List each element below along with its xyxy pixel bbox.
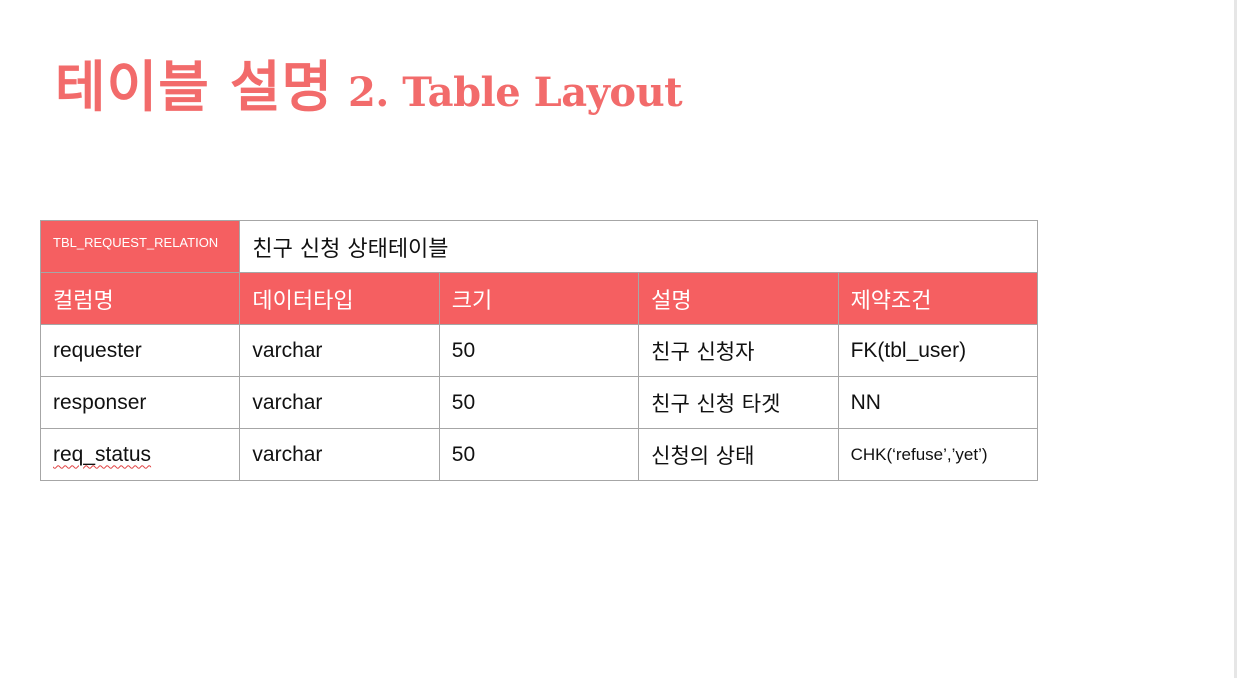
header-column-name: 컬럼명 — [39, 272, 241, 325]
title-english: 2. Table Layout — [348, 69, 683, 116]
table-row: req_status varchar 50 신청의 상태 CHK(‘refuse… — [39, 428, 1039, 481]
header-data-type: 데이터타입 — [239, 272, 440, 325]
cell-data-type: varchar — [239, 428, 440, 481]
cell-size: 50 — [438, 376, 640, 429]
cell-description: 신청의 상태 — [638, 428, 839, 481]
cell-size: 50 — [438, 324, 640, 377]
table-description-cell: 친구 신청 상태테이블 — [239, 220, 1038, 273]
slide-title: 테이블 설명 2. Table Layout — [55, 60, 683, 116]
cell-size: 50 — [438, 428, 640, 481]
table-title-row: TBL_REQUEST_RELATION 친구 신청 상태테이블 — [39, 220, 1038, 273]
cell-data-type: varchar — [239, 376, 440, 429]
slide-edge — [1234, 0, 1237, 678]
cell-constraint: FK(tbl_user) — [837, 324, 1039, 377]
title-korean: 테이블 설명 — [55, 55, 334, 119]
cell-data-type: varchar — [239, 324, 440, 377]
header-row: 컬럼명 데이터타입 크기 설명 제약조건 — [39, 272, 1039, 325]
header-constraint: 제약조건 — [837, 272, 1039, 325]
cell-column-name: req_status — [39, 428, 241, 481]
spellcheck-underlined-text: req_status — [53, 442, 152, 466]
header-description: 설명 — [638, 272, 839, 325]
cell-column-name: requester — [39, 324, 241, 377]
cell-constraint: NN — [837, 376, 1039, 429]
table-row: responser varchar 50 친구 신청 타겟 NN — [39, 376, 1039, 429]
header-size: 크기 — [438, 272, 640, 325]
table-name-cell: TBL_REQUEST_RELATION — [39, 220, 241, 273]
table-row: requester varchar 50 친구 신청자 FK(tbl_user) — [39, 324, 1039, 377]
cell-description: 친구 신청자 — [638, 324, 839, 377]
cell-description: 친구 신청 타겟 — [638, 376, 839, 429]
table-layout: TBL_REQUEST_RELATION 친구 신청 상태테이블 컬럼명 데이터… — [39, 220, 1039, 481]
cell-column-name: responser — [39, 376, 241, 429]
cell-constraint: CHK(‘refuse’,’yet’) — [837, 428, 1039, 481]
